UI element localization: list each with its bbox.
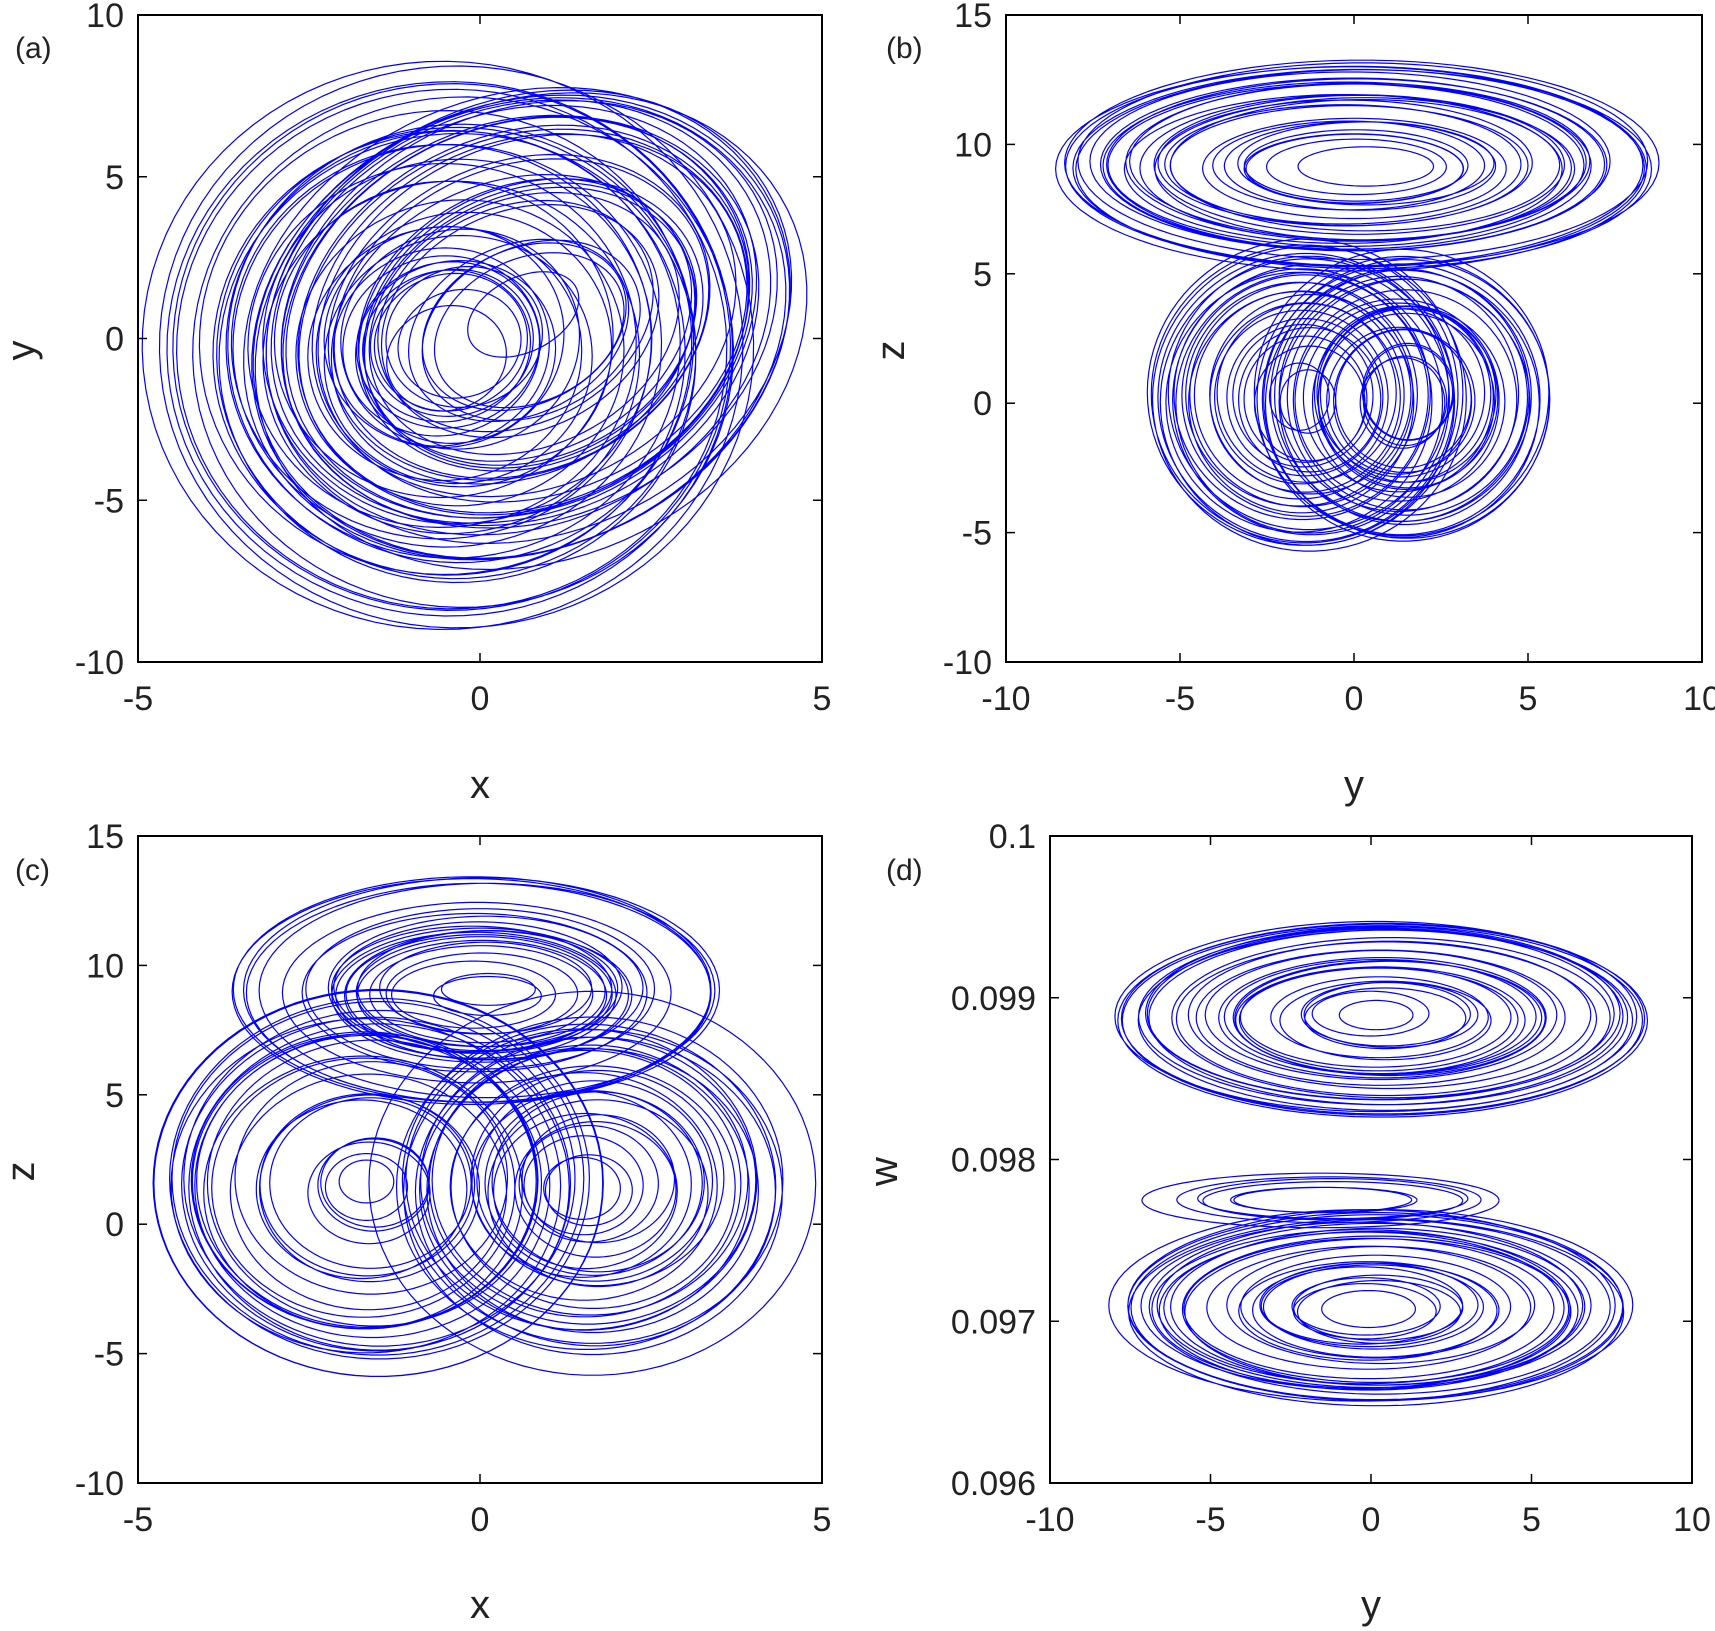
trajectory-lobe-1 (141, 60, 755, 630)
y-tick-label: -10 (943, 644, 992, 682)
trajectory-group (1108, 920, 1649, 1407)
y-tick-label: 10 (954, 126, 992, 164)
trajectory-lobe-1 (152, 988, 604, 1377)
trajectory-group (1055, 59, 1660, 552)
y-tick-label: 10 (86, 947, 124, 985)
y-axis-label: y (0, 341, 43, 361)
trajectory-lobe-3 (231, 876, 721, 1105)
panel-d: -10 -5 0 5 10 0.096 0.097 0.098 0.099 0.1 y w (d) (862, 818, 1711, 1627)
x-tick-label: 0 (1345, 680, 1364, 718)
x-tick-label: 0 (471, 680, 490, 718)
y-tick-label: 5 (105, 1077, 124, 1115)
y-tick-label: 5 (105, 159, 124, 197)
y-tick-label: -5 (94, 1336, 124, 1374)
panel-label: (a) (15, 32, 52, 65)
x-tick-label: -5 (1195, 1501, 1225, 1539)
x-tick-label: -10 (1025, 1501, 1074, 1539)
panel-label: (b) (886, 32, 923, 65)
y-tick-label: -5 (962, 515, 992, 553)
panel-label: (c) (15, 854, 50, 887)
y-tick-label: 0.099 (951, 980, 1036, 1018)
panel-b: -10 -5 0 5 10 -10 -5 0 5 10 15 y z (b) (869, 0, 1715, 807)
trajectory-lobe-1 (1114, 920, 1649, 1118)
x-tick-label: 5 (813, 680, 832, 718)
x-tick-label: 10 (1683, 680, 1715, 718)
y-tick-label: 10 (86, 0, 124, 35)
y-axis-label: z (869, 341, 913, 361)
x-tick-label: 5 (813, 1501, 832, 1539)
trajectory-group (152, 876, 817, 1377)
panel-label: (d) (886, 854, 923, 887)
y-tick-label: -5 (94, 482, 124, 520)
y-tick-label: -10 (75, 1465, 124, 1503)
y-tick-label: 0.098 (951, 1142, 1036, 1180)
trajectory-lobe-2 (1253, 248, 1551, 542)
trajectory-lobe-3 (1055, 59, 1660, 272)
y-tick-label: 5 (973, 256, 992, 294)
y-tick-label: 0 (973, 385, 992, 423)
trajectory-lobe-1 (1146, 238, 1467, 552)
y-axis-label: w (862, 1157, 906, 1187)
plot-area (1050, 836, 1692, 1483)
trajectory-lobe-3 (1141, 1172, 1500, 1229)
trajectory-lobe-2 (368, 990, 817, 1376)
x-tick-label: -5 (123, 680, 153, 718)
y-tick-label: 0.096 (951, 1465, 1036, 1503)
y-tick-label: 0 (105, 1206, 124, 1244)
x-tick-label: -5 (123, 1501, 153, 1539)
plot-area (138, 15, 822, 662)
plot-area (1006, 15, 1702, 662)
x-tick-label: -5 (1165, 680, 1195, 718)
y-tick-label: -10 (75, 644, 124, 682)
y-tick-label: 15 (86, 818, 124, 856)
x-axis-label: x (470, 1583, 490, 1627)
x-tick-label: 10 (1673, 1501, 1711, 1539)
y-tick-label: 15 (954, 0, 992, 35)
trajectory-lobe-2 (243, 87, 808, 571)
x-tick-label: 5 (1522, 1501, 1541, 1539)
y-tick-label: 0.097 (951, 1303, 1036, 1341)
trajectory-lobe-2 (1108, 1209, 1634, 1407)
y-tick-label: 0 (105, 321, 124, 359)
x-tick-label: 0 (471, 1501, 490, 1539)
trajectory-group (141, 60, 808, 630)
x-tick-label: 0 (1362, 1501, 1381, 1539)
x-axis-label: y (1344, 763, 1364, 807)
x-tick-label: -10 (981, 680, 1030, 718)
y-axis-label: z (0, 1162, 43, 1182)
y-tick-label: 0.1 (989, 818, 1036, 856)
x-axis-label: y (1361, 1583, 1381, 1627)
x-tick-label: 5 (1519, 680, 1538, 718)
x-axis-label: x (470, 763, 490, 807)
